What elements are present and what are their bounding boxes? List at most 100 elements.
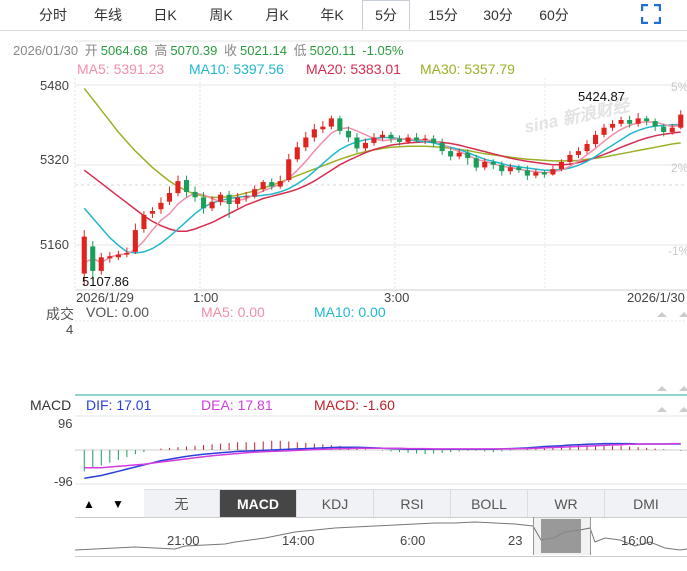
time-label-2: 3:00: [384, 290, 410, 305]
candle-body: [593, 134, 599, 145]
price-axis-label-top: 5480: [40, 78, 69, 93]
ma20-line: [83, 131, 681, 232]
tab-timeshare[interactable]: 分时: [39, 7, 67, 23]
candle-body: [362, 142, 368, 149]
candle-body: [661, 126, 667, 132]
candle-body: [158, 202, 164, 210]
candle-body: [277, 181, 283, 187]
candle-body: [524, 170, 530, 176]
candle-body: [320, 126, 326, 130]
range-navigator[interactable]: [75, 517, 687, 557]
candle-body: [328, 118, 334, 127]
min-price-annotation: 5107.86: [82, 274, 129, 289]
candle-body: [226, 194, 232, 204]
candle-body: [439, 142, 445, 152]
candle-body: [490, 162, 496, 165]
ohlc-close-label: 收: [223, 43, 237, 58]
ma30-line: [83, 87, 681, 199]
ma5-line: [83, 120, 681, 264]
candle-body: [610, 123, 616, 128]
candle-body: [354, 137, 360, 149]
indicator-tab-rsi[interactable]: RSI: [374, 490, 451, 518]
candle-body: [482, 162, 488, 168]
candle-body: [678, 114, 684, 128]
candle-body: [269, 182, 275, 187]
candle-body: [337, 118, 343, 131]
candle-body: [175, 181, 181, 194]
candle-body: [388, 134, 394, 139]
macd-dea: DEA: 17.81: [201, 397, 273, 413]
candle-body: [192, 191, 198, 198]
pct-axis-label-top: 5%: [671, 80, 687, 94]
indicator-tab-macd[interactable]: MACD: [220, 490, 297, 518]
candle-body: [371, 137, 377, 143]
volume-title: 成交: [46, 306, 74, 322]
macd-axis-bottom: -96: [54, 474, 73, 489]
navigator-label-4: 16:00: [621, 533, 654, 548]
candle-body: [294, 147, 300, 160]
period-tab-bar: 分时 年线 日K 周K 月K 年K 5分 15分 30分 60分: [0, 0, 687, 31]
scroll-arrow-icon: [657, 312, 667, 317]
indicator-tab-boll[interactable]: BOLL: [451, 490, 528, 518]
indicator-tab-none[interactable]: 无: [144, 490, 220, 518]
candle-body: [90, 246, 96, 271]
tab-monthly-k[interactable]: 月K: [265, 7, 289, 23]
tab-weekly-k[interactable]: 周K: [209, 7, 233, 23]
ma5-label: MA5: 5391.23: [77, 61, 165, 77]
scroll-arrow-icon: [679, 386, 687, 391]
volume-value: VOL: 0.00: [86, 304, 150, 320]
price-axis-label-mid: 5320: [40, 152, 69, 167]
navigator-sparkline: [75, 521, 687, 551]
volume-axis-label: 4: [66, 322, 74, 337]
candle-body: [252, 189, 258, 197]
ohlc-low: 5020.11: [309, 43, 356, 58]
candle-body: [448, 151, 454, 157]
arrow-up-icon[interactable]: ▲: [83, 497, 95, 511]
candle-body: [141, 214, 147, 229]
ma30-label: MA30: 5357.79: [420, 61, 515, 77]
time-label-1: 1:00: [193, 290, 219, 305]
candle-body: [235, 197, 241, 204]
indicator-tab-dmi[interactable]: DMI: [633, 496, 659, 512]
candle-body: [644, 118, 650, 122]
macd-axis-top: 96: [58, 416, 73, 431]
indicator-tab-wr[interactable]: WR: [528, 490, 605, 518]
navigator-handle[interactable]: [541, 519, 581, 553]
candle-body: [81, 236, 87, 274]
scroll-arrow-icon: [679, 312, 687, 317]
scroll-arrow-icon: [679, 407, 687, 412]
candle-body: [184, 180, 190, 192]
macd-dif: DIF: 17.01: [86, 397, 152, 413]
candle-body: [166, 193, 172, 202]
scroll-arrow-icon: [657, 407, 667, 412]
candle-body: [218, 194, 224, 202]
navigator-label-2: 6:00: [400, 533, 426, 548]
tab-15min[interactable]: 15分: [428, 7, 458, 23]
indicator-tab-kdj[interactable]: KDJ: [297, 490, 374, 518]
tab-year-line[interactable]: 年线: [94, 7, 122, 23]
candle-body: [533, 172, 539, 176]
candle-body: [465, 152, 471, 159]
tab-5min[interactable]: 5分: [362, 0, 410, 30]
tab-daily-k[interactable]: 日K: [153, 7, 177, 23]
candle-body: [303, 137, 309, 148]
candle-body: [575, 151, 581, 155]
candle-body: [635, 118, 641, 124]
dea-line: [84, 442, 681, 469]
candle-body: [345, 130, 351, 138]
candle-body: [652, 121, 658, 127]
fullscreen-icon[interactable]: [641, 4, 661, 24]
arrow-down-icon[interactable]: ▼: [112, 497, 124, 511]
tab-60min[interactable]: 60分: [539, 7, 569, 23]
tab-30min[interactable]: 30分: [483, 7, 513, 23]
macd-title: MACD: [30, 397, 72, 413]
tab-yearly-k[interactable]: 年K: [320, 7, 344, 23]
ma10-label: MA10: 5397.56: [189, 61, 284, 77]
navigator-label-1: 14:00: [282, 533, 315, 548]
pct-axis-label-low: -1%: [668, 244, 687, 258]
candle-body: [550, 169, 556, 175]
candle-body: [558, 162, 564, 170]
max-price-annotation: 5424.87: [578, 89, 625, 104]
